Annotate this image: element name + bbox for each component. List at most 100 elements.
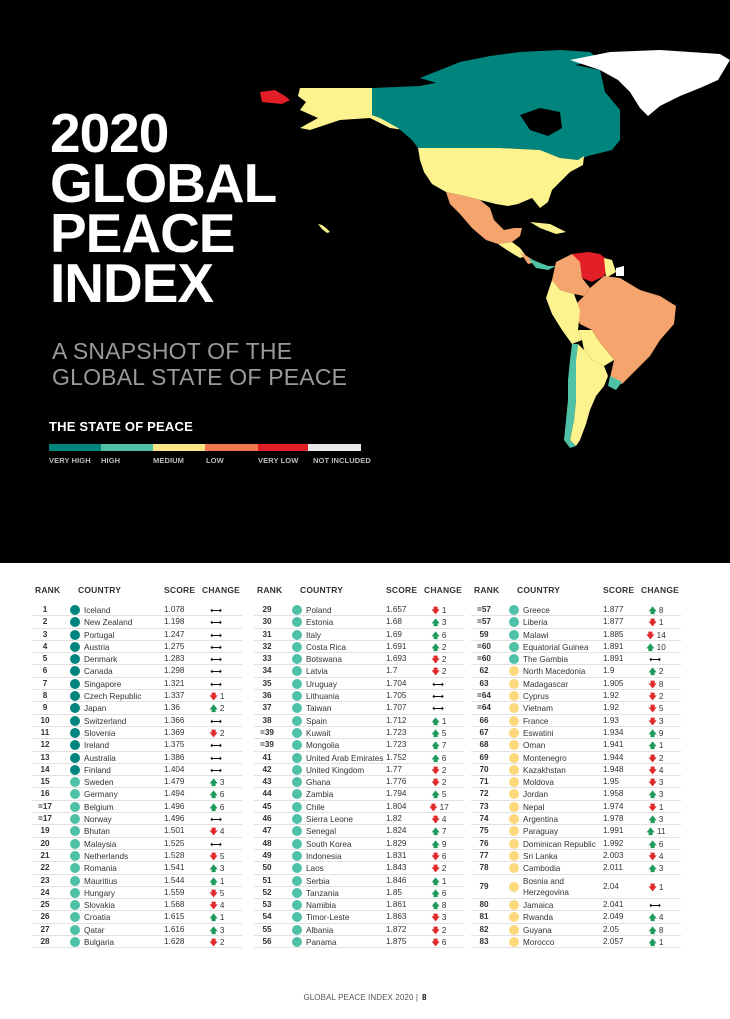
peace-level-dot-icon [70, 838, 80, 849]
change-cell: ⟷ [202, 605, 232, 615]
rank-cell: 41 [262, 752, 272, 762]
peace-level-dot-icon [70, 666, 80, 677]
country-cell: Guyana [523, 925, 552, 935]
change-cell: ⟷ [202, 666, 232, 676]
change-value: 8 [658, 606, 664, 615]
peace-level-dot-icon [292, 937, 302, 948]
no-change-icon: ⟷ [210, 606, 222, 615]
peace-level-dot-icon [509, 801, 519, 812]
country-cell: Tanzania [306, 888, 339, 898]
map-hudson-bay [520, 108, 562, 136]
rank-cell: 27 [40, 924, 50, 934]
change-value: 9 [658, 728, 664, 738]
score-cell: 1.958 [603, 789, 624, 799]
country-cell: Belgium [84, 802, 114, 812]
change-cell: 🡅 3 [641, 814, 671, 828]
arrow-down-icon: 🡇 [648, 765, 657, 775]
change-cell: ⟷ [202, 716, 232, 726]
change-cell: 🡇 17 [424, 802, 454, 816]
peace-level-dot-icon [292, 850, 302, 861]
country-cell: Oman [523, 741, 546, 751]
change-value: 4 [658, 851, 664, 861]
score-cell: 1.366 [164, 715, 185, 725]
peace-level-dot-icon [70, 900, 80, 911]
map-region-argentina [570, 344, 608, 446]
change-cell: 🡇 2 [641, 753, 671, 767]
map-region-peru [546, 280, 582, 344]
score-cell: 1.9 [603, 666, 615, 676]
peace-level-dot-icon [292, 764, 302, 775]
country-cell: Malawi [523, 630, 549, 640]
country-cell: Norway [84, 815, 112, 825]
rank-cell: 26 [40, 912, 50, 922]
peace-level-dot-icon [509, 838, 519, 849]
change-cell: ⟷ [202, 839, 232, 849]
change-cell: 🡅 7 [424, 740, 454, 754]
arrow-up-icon: 🡅 [648, 864, 657, 874]
legend-label-not-included: NOT INCLUDED [313, 456, 371, 465]
change-cell: 🡇 3 [424, 912, 454, 926]
change-cell: 🡇 8 [641, 679, 671, 693]
rank-cell: 53 [262, 900, 272, 910]
table-row: 69 Montenegro 1.944 🡇 2 [471, 752, 681, 764]
peace-level-dot-icon [509, 678, 519, 689]
arrow-up-icon: 🡅 [648, 925, 657, 935]
country-cell: Serbia [306, 876, 330, 886]
arrow-down-icon: 🡇 [209, 692, 218, 702]
change-value: 17 [439, 802, 449, 812]
map-region-brazil [572, 276, 676, 384]
change-value: 3 [658, 815, 664, 825]
country-cell: Mongolia [306, 741, 340, 751]
change-cell: 🡅 6 [424, 630, 454, 644]
change-value: 7 [441, 827, 447, 837]
peace-level-dot-icon [292, 789, 302, 800]
arrow-down-icon: 🡇 [209, 728, 218, 738]
arrow-down-icon: 🡇 [209, 938, 218, 948]
change-value: 10 [656, 642, 666, 652]
peace-level-dot-icon [70, 826, 80, 837]
change-cell: 🡅 2 [202, 703, 232, 717]
country-cell: Finland [84, 765, 111, 775]
change-cell: 🡇 3 [641, 777, 671, 791]
score-cell: 1.616 [164, 924, 185, 934]
table-row: 34 Latvia 1.7 🡇 2 [254, 665, 464, 678]
table-row: 26 Croatia 1.615 🡅 1 [32, 911, 242, 924]
change-cell: 🡅 3 [641, 863, 671, 877]
change-value: 3 [658, 716, 664, 726]
arrow-down-icon: 🡇 [209, 888, 218, 898]
rank-cell: 43 [262, 777, 272, 787]
rank-cell: 2 [42, 617, 48, 627]
score-cell: 1.298 [164, 666, 185, 676]
score-cell: 1.875 [386, 937, 407, 947]
rank-cell: 33 [262, 654, 272, 664]
rank-cell: 19 [40, 826, 50, 836]
arrow-up-icon: 🡅 [646, 642, 655, 652]
table-row: 11 Slovenia 1.369 🡇 2 [32, 727, 242, 740]
peace-level-dot-icon [292, 777, 302, 788]
rank-cell: =64 [477, 703, 491, 713]
country-cell: Equatorial Guinea [523, 642, 589, 652]
map-region-guyana [604, 258, 616, 278]
country-cell: United Kingdom [306, 765, 365, 775]
peace-level-dot-icon [509, 641, 519, 652]
change-cell: 🡇 1 [202, 691, 232, 705]
rank-cell: 29 [262, 605, 272, 614]
rank-cell: 24 [40, 887, 50, 897]
peace-level-dot-icon [509, 629, 519, 640]
country-cell: Kuwait [306, 728, 331, 738]
rank-cell: =39 [260, 727, 274, 737]
table-row: 52 Tanzania 1.85 🡅 6 [254, 887, 464, 900]
no-change-icon: ⟷ [210, 679, 222, 689]
table-row: 79 Bosnia and Herzegovina 2.04 🡇 1 [471, 875, 681, 900]
score-cell: 1.712 [386, 715, 407, 725]
legend-title: THE STATE OF PEACE [49, 419, 193, 434]
peace-level-dot-icon [292, 666, 302, 677]
arrow-up-icon: 🡅 [648, 913, 657, 923]
rank-cell: =60 [477, 654, 491, 664]
rank-cell: 44 [262, 789, 272, 799]
score-cell: 1.934 [603, 727, 624, 737]
table-header: RANK COUNTRY SCORE CHANGE [471, 585, 683, 599]
peace-level-dot-icon [509, 727, 519, 738]
rank-cell: 83 [479, 936, 489, 946]
table-row: 10 Switzerland 1.366 ⟷ [32, 715, 242, 727]
